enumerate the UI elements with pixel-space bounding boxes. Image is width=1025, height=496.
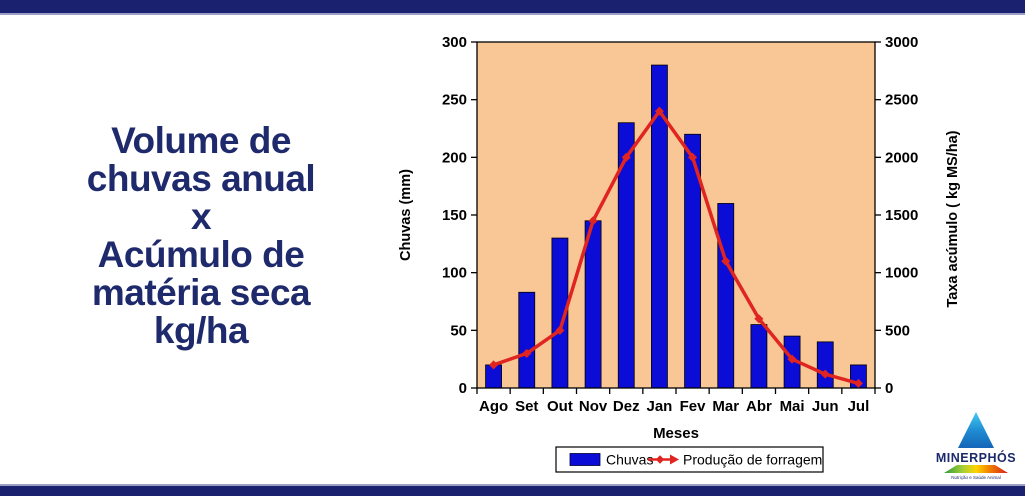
forage-line-marker-Nov (588, 216, 598, 226)
plot-border (476, 41, 876, 389)
forage-line (491, 109, 861, 386)
rain-bar-Dez (617, 122, 635, 389)
legend-box (555, 446, 824, 473)
x-axis-category-label: Fev (680, 398, 707, 415)
rain-bar-Mar (717, 203, 735, 389)
x-axis-category-label: Mar (712, 398, 739, 415)
left-axis-tick-label: 150 (442, 207, 467, 224)
x-axis-category-label: Out (547, 398, 573, 415)
legend-label-chuvas: Chuvas (606, 452, 653, 468)
chart-legend: Chuvas Produção de forragem (555, 446, 824, 473)
slide-title: Volume de chuvas anual x Acúmulo de maté… (12, 122, 390, 350)
slide-title-line: x (190, 196, 212, 237)
x-axis-category-label: Abr (746, 398, 772, 415)
right-axis-tick-label: 500 (885, 322, 910, 339)
right-axis-tick-label: 1000 (885, 265, 918, 282)
slide-title-line: kg/ha (153, 310, 249, 351)
forage-line-marker-Set (522, 348, 532, 358)
left-axis-tick-label: 100 (442, 265, 467, 282)
forage-line-marker-Fev (688, 152, 698, 162)
x-axis-category-label: Dez (613, 398, 640, 415)
slide-title-line: Acúmulo de (97, 234, 305, 275)
logo-trapezoid-icon (944, 465, 1008, 473)
rain-bar-Nov (584, 220, 602, 389)
left-axis-tick-label: 0 (459, 380, 467, 397)
logo-name: MINERPHÓS (936, 450, 1016, 465)
logo-triangle-icon (958, 412, 994, 448)
rain-bar-Abr (750, 324, 768, 389)
logo-tagline: Nutrição e Saúde Animal (951, 475, 1001, 480)
x-axis-category-label: Set (515, 398, 538, 415)
right-axis-tick-label: 3000 (885, 34, 918, 51)
right-axis-tick-label: 2000 (885, 149, 918, 166)
slide-title-line: matéria seca (91, 272, 311, 313)
x-axis-category-label: Ago (479, 398, 508, 415)
right-axis-tick-label: 2500 (885, 92, 918, 109)
x-axis-category-label: Jul (848, 398, 870, 415)
left-axis-tick-label: 300 (442, 34, 467, 51)
slide-title-line: Volume de (111, 120, 291, 161)
top-accent-band (0, 0, 1025, 15)
bottom-accent-band (0, 484, 1025, 496)
rain-bar-Jun (816, 341, 834, 389)
forage-line-marker-Mai (787, 354, 797, 364)
right-axis-tick-label: 0 (885, 380, 893, 397)
forage-line-marker-Jul (853, 378, 863, 388)
minerphos-logo: MINERPHÓS Nutrição e Saúde Animal (936, 412, 1016, 480)
right-axis-title: Taxa acúmulo ( kg MS/ha) (945, 130, 961, 307)
left-axis-tick-label: 50 (450, 322, 467, 339)
left-axis-tick-label: 200 (442, 149, 467, 166)
plot-area (477, 42, 875, 388)
x-axis-category-label: Nov (579, 398, 608, 415)
rain-bar-Set (518, 291, 536, 389)
x-axis-category-label: Jun (812, 398, 839, 415)
legend-line-arrow-icon (648, 454, 679, 465)
x-axis-title: Meses (653, 425, 699, 442)
legend-label-forragem: Produção de forragem (683, 452, 822, 468)
left-axis-tick-label: 250 (442, 92, 467, 109)
forage-line-marker-Abr (754, 314, 764, 324)
x-axis-category-label: Jan (646, 398, 672, 415)
legend-bar-swatch-icon (569, 453, 601, 466)
plot-generated-content: 0501001502002503000500100015002000250030… (442, 34, 918, 415)
x-axis-category-label: Mai (780, 398, 805, 415)
right-axis-tick-label: 1500 (885, 207, 918, 224)
left-axis-title: Chuvas (mm) (398, 169, 414, 261)
slide-title-line: chuvas anual (86, 158, 316, 199)
